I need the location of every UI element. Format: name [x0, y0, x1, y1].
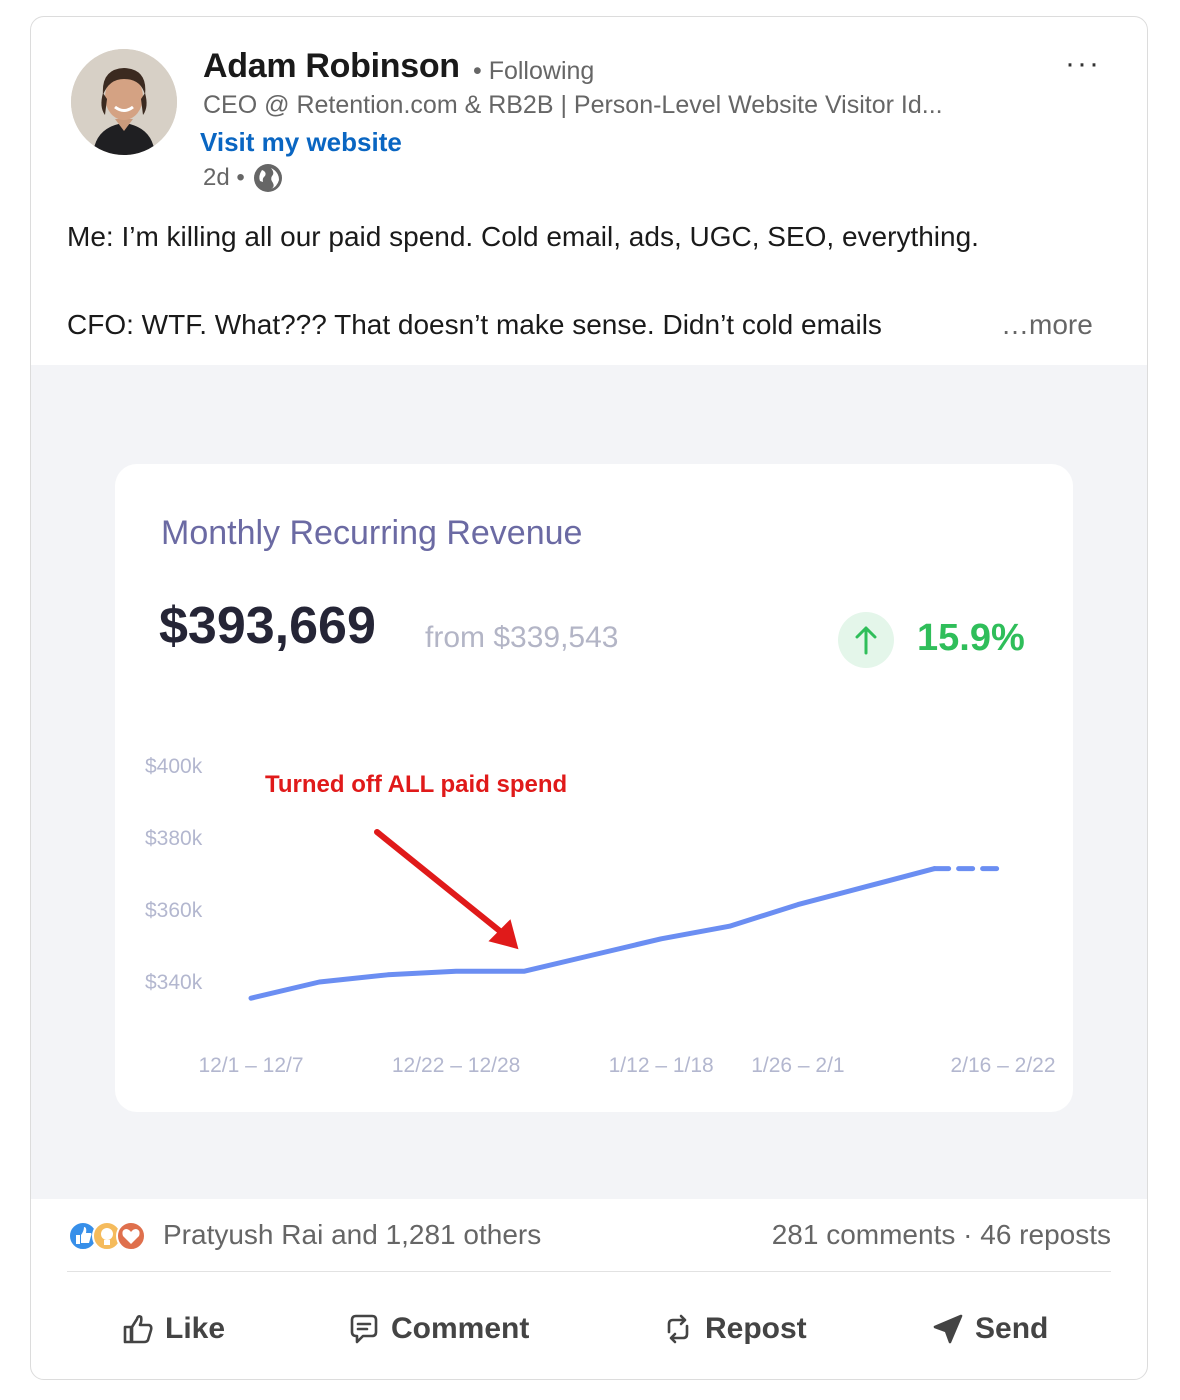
post-card: Adam Robinson • Following CEO @ Retentio…: [30, 16, 1148, 1380]
mrr-change-percent: 15.9%: [917, 617, 1025, 659]
y-tick-label: $340k: [145, 971, 203, 994]
like-icon: [68, 1221, 98, 1251]
send-button[interactable]: Send: [931, 1297, 1048, 1361]
post-meta: 2d •: [203, 163, 283, 193]
insightful-icon: [92, 1221, 122, 1251]
like-label: Like: [165, 1312, 226, 1345]
author-avatar[interactable]: [71, 49, 177, 155]
x-tick-label: 1/26 – 2/1: [751, 1054, 844, 1077]
arrow-up-icon: [855, 626, 877, 655]
annotation-arrowhead: [488, 919, 519, 950]
reactors-text[interactable]: Pratyush Rai and 1,281 others: [163, 1219, 542, 1250]
y-tick-label: $360k: [145, 899, 203, 922]
repost-button[interactable]: Repost: [661, 1297, 807, 1361]
love-icon: [116, 1221, 146, 1251]
author-headline: CEO @ Retention.com & RB2B | Person-Leve…: [203, 91, 943, 119]
y-tick-label: $380k: [145, 827, 203, 850]
x-tick-label: 12/22 – 12/28: [392, 1054, 520, 1077]
post-text-line-2: CFO: WTF. What??? That doesn’t make sens…: [67, 309, 882, 340]
post-image[interactable]: Monthly Recurring Revenue $393,669 from …: [31, 365, 1147, 1199]
website-link[interactable]: Visit my website: [200, 127, 402, 157]
comment-button[interactable]: Comment: [347, 1297, 529, 1361]
engagement-counts[interactable]: 281 comments · 46 reposts: [771, 1219, 1111, 1250]
author-name[interactable]: Adam Robinson: [203, 47, 460, 85]
social-counts: Pratyush Rai and 1,281 others 281 commen…: [67, 1217, 1111, 1257]
x-tick-label: 1/12 – 1/18: [609, 1054, 714, 1077]
post-text-line-1: Me: I’m killing all our paid spend. Cold…: [67, 221, 979, 252]
comment-label: Comment: [391, 1312, 530, 1345]
x-tick-label: 12/1 – 12/7: [198, 1054, 303, 1077]
mrr-series-line: [248, 866, 938, 1001]
annotation-text: Turned off ALL paid spend: [265, 771, 567, 798]
mrr-chart-card: Monthly Recurring Revenue $393,669 from …: [115, 464, 1073, 1112]
mrr-line-chart: $400k $380k $360k $340k 12/1 – 12/7 12/22 – 1…: [145, 755, 1056, 1077]
action-bar: Like Comment Repost Send: [31, 1297, 1147, 1361]
mrr-previous-value: from $339,543: [425, 621, 619, 654]
mrr-value: $393,669: [159, 597, 376, 655]
send-icon: [933, 1314, 963, 1344]
trend-badge: [838, 612, 894, 668]
x-tick-label: 2/16 – 2/22: [950, 1054, 1055, 1077]
like-button[interactable]: Like: [121, 1297, 225, 1361]
globe-icon: [253, 163, 283, 193]
annotation-arrow: [374, 829, 516, 945]
follow-status: • Following: [473, 57, 595, 85]
more-options-icon[interactable]: ···: [1065, 47, 1101, 80]
post-age: 2d •: [203, 164, 245, 191]
y-tick-label: $400k: [145, 755, 203, 778]
repost-icon: [667, 1314, 689, 1344]
comment-icon: [350, 1314, 378, 1344]
see-more-link[interactable]: …more: [1001, 309, 1093, 340]
repost-label: Repost: [705, 1312, 807, 1345]
chart-title: Monthly Recurring Revenue: [161, 514, 583, 552]
user-avatar-icon: [71, 49, 177, 155]
thumbs-up-icon: [123, 1315, 153, 1344]
divider: [67, 1271, 1111, 1272]
reactions-icons[interactable]: [67, 1219, 157, 1253]
send-label: Send: [975, 1312, 1049, 1345]
